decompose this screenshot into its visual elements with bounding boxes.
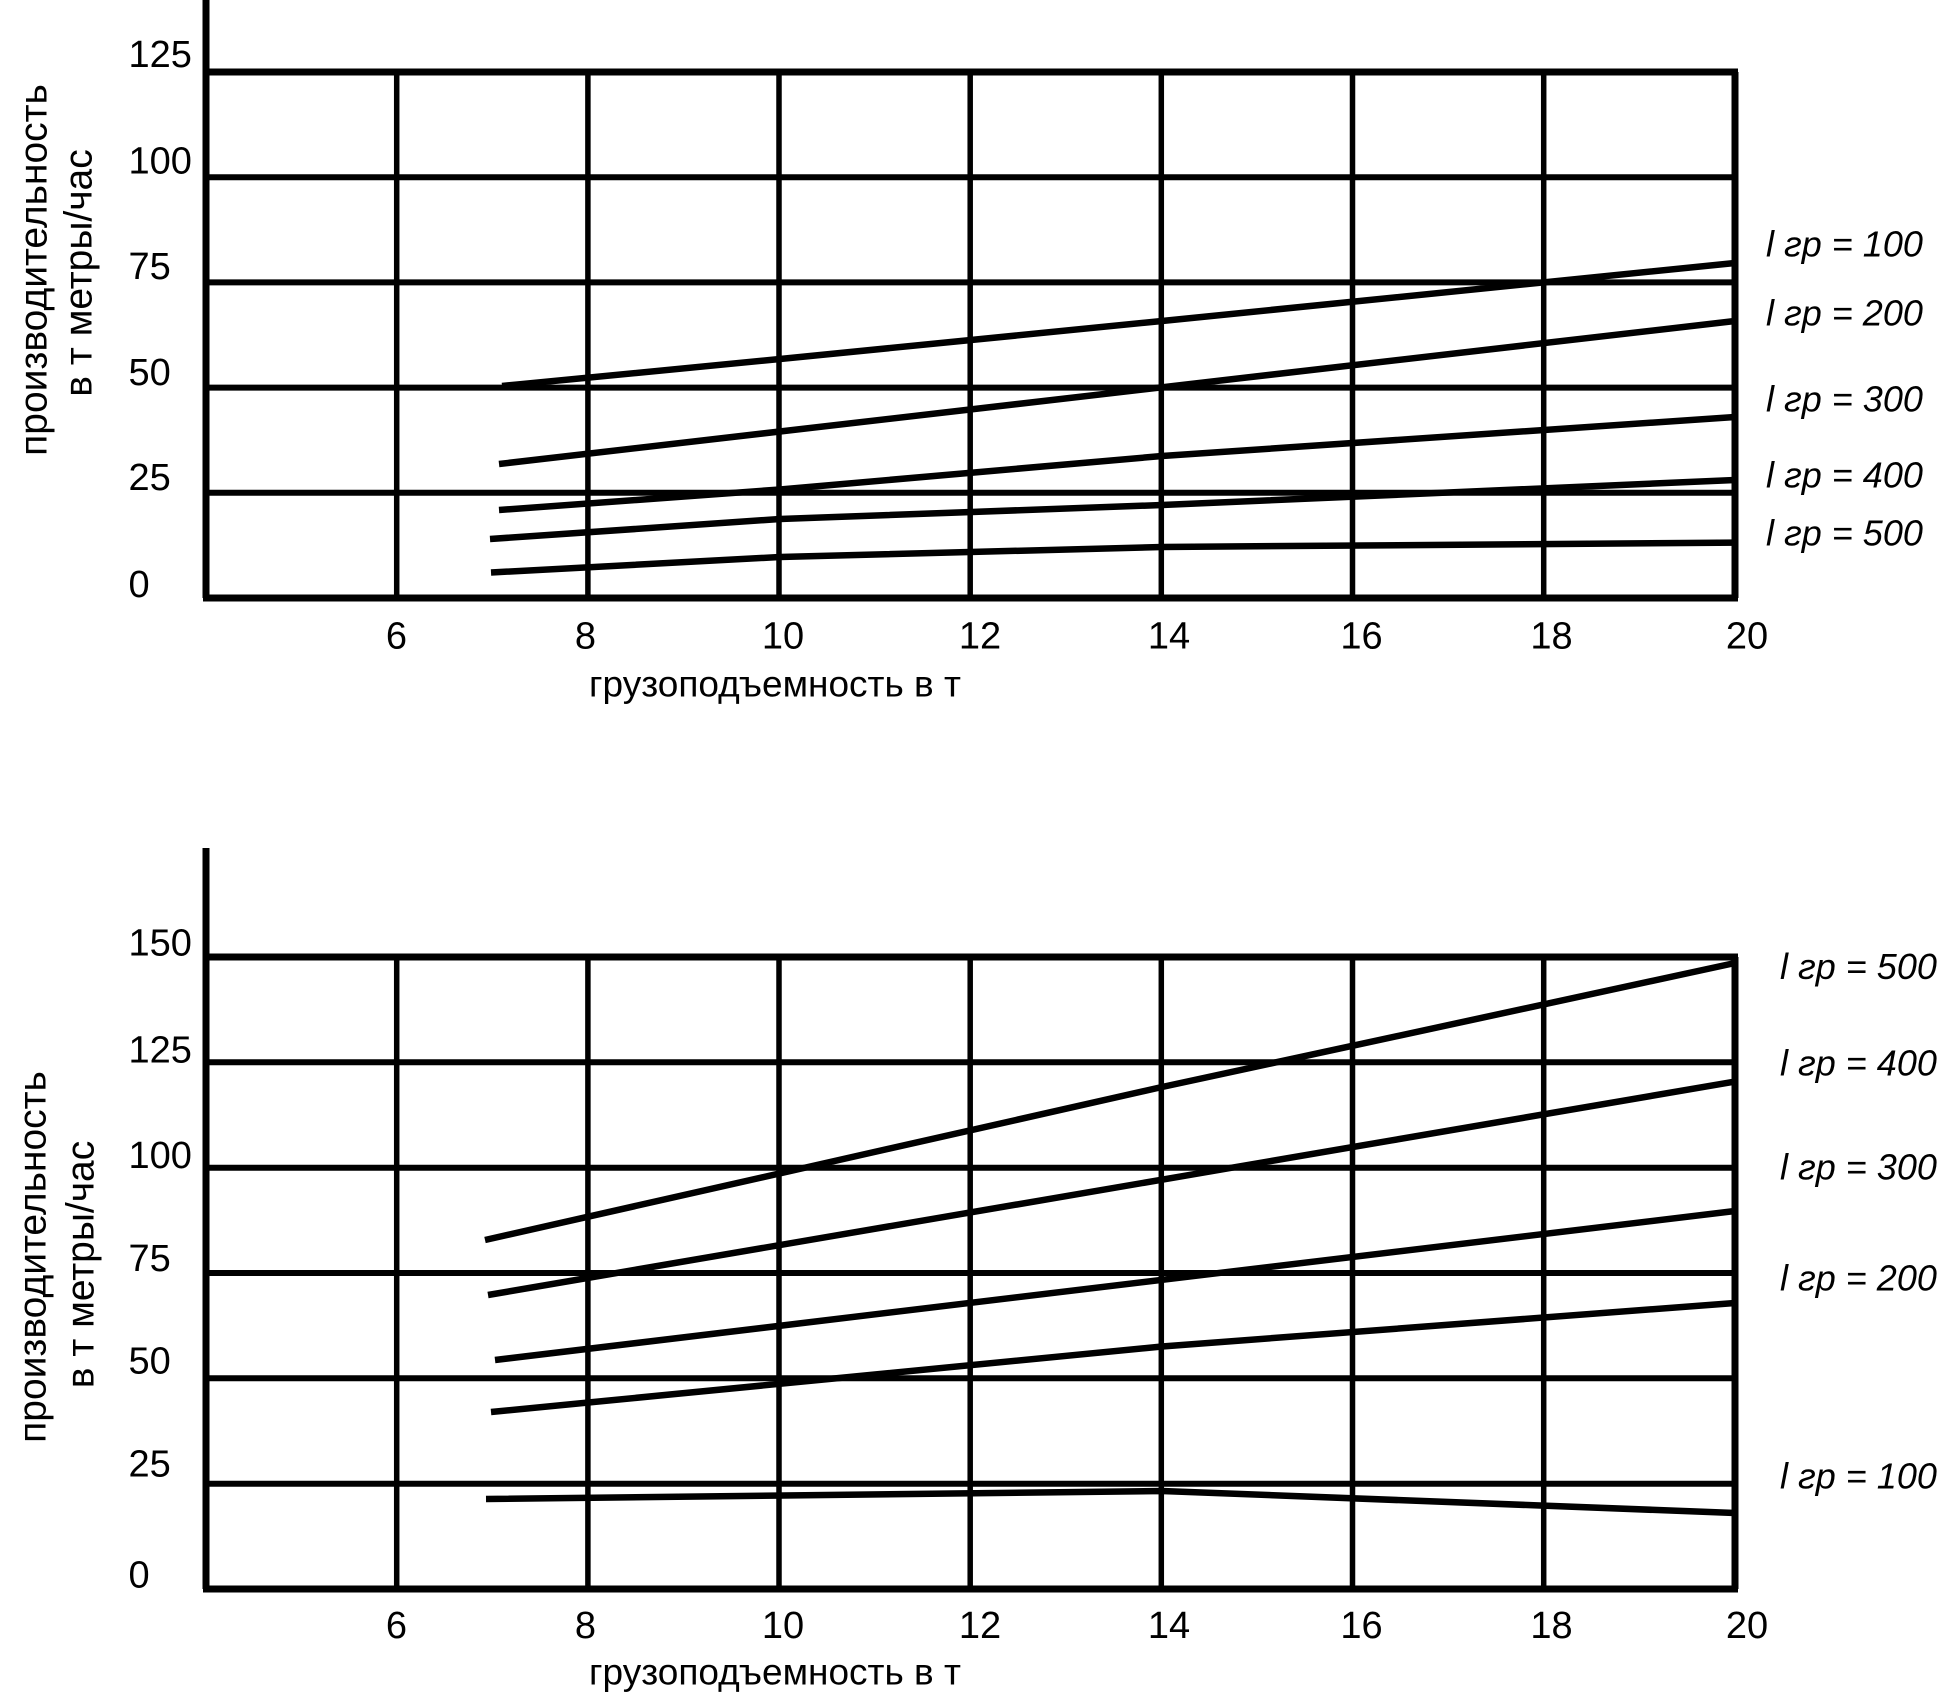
svg-text:производительность: производительность bbox=[13, 84, 56, 456]
svg-text:25: 25 bbox=[129, 1444, 171, 1486]
svg-text:l гр = 200: l гр = 200 bbox=[1780, 1258, 1937, 1299]
svg-text:12: 12 bbox=[959, 1605, 1001, 1647]
svg-text:0: 0 bbox=[129, 564, 150, 606]
svg-text:l гр = 400: l гр = 400 bbox=[1780, 1043, 1937, 1084]
svg-text:50: 50 bbox=[129, 1341, 171, 1383]
svg-text:l гр = 300: l гр = 300 bbox=[1766, 379, 1923, 420]
svg-text:125: 125 bbox=[129, 34, 192, 76]
svg-text:20: 20 bbox=[1726, 1605, 1768, 1647]
svg-text:l гр = 400: l гр = 400 bbox=[1766, 455, 1923, 496]
svg-text:100: 100 bbox=[129, 1135, 192, 1177]
svg-text:14: 14 bbox=[1148, 616, 1190, 658]
svg-text:0: 0 bbox=[129, 1555, 150, 1597]
svg-text:в т метры/час: в т метры/час bbox=[58, 149, 101, 396]
svg-text:18: 18 bbox=[1530, 1605, 1572, 1647]
svg-text:75: 75 bbox=[129, 246, 171, 288]
svg-text:16: 16 bbox=[1340, 1605, 1382, 1647]
svg-text:грузоподъемность в т: грузоподъемность в т bbox=[589, 664, 961, 705]
svg-text:75: 75 bbox=[129, 1238, 171, 1280]
svg-text:18: 18 bbox=[1530, 616, 1572, 658]
svg-text:6: 6 bbox=[386, 1605, 407, 1647]
svg-text:производительность: производительность bbox=[12, 1071, 55, 1443]
svg-text:12: 12 bbox=[959, 616, 1001, 658]
svg-text:грузоподъемность в т: грузоподъемность в т bbox=[589, 1652, 961, 1693]
svg-text:8: 8 bbox=[575, 1605, 596, 1647]
svg-text:6: 6 bbox=[386, 616, 407, 658]
svg-text:125: 125 bbox=[129, 1030, 192, 1072]
svg-text:l гр = 500: l гр = 500 bbox=[1766, 513, 1923, 554]
svg-text:150: 150 bbox=[129, 923, 192, 965]
svg-text:l гр = 200: l гр = 200 bbox=[1766, 293, 1923, 334]
svg-text:20: 20 bbox=[1726, 616, 1768, 658]
svg-text:l гр = 300: l гр = 300 bbox=[1780, 1147, 1937, 1188]
svg-text:10: 10 bbox=[762, 1605, 804, 1647]
svg-text:l гр = 500: l гр = 500 bbox=[1780, 946, 1937, 987]
svg-text:l гр = 100: l гр = 100 bbox=[1780, 1456, 1937, 1497]
svg-text:14: 14 bbox=[1148, 1605, 1190, 1647]
svg-text:l гр = 100: l гр = 100 bbox=[1766, 224, 1923, 265]
svg-text:100: 100 bbox=[129, 141, 192, 183]
svg-text:25: 25 bbox=[129, 457, 171, 499]
svg-text:8: 8 bbox=[575, 616, 596, 658]
svg-text:50: 50 bbox=[129, 352, 171, 394]
svg-text:10: 10 bbox=[762, 616, 804, 658]
svg-text:16: 16 bbox=[1340, 616, 1382, 658]
svg-text:в т метры/час: в т метры/час bbox=[60, 1141, 103, 1388]
